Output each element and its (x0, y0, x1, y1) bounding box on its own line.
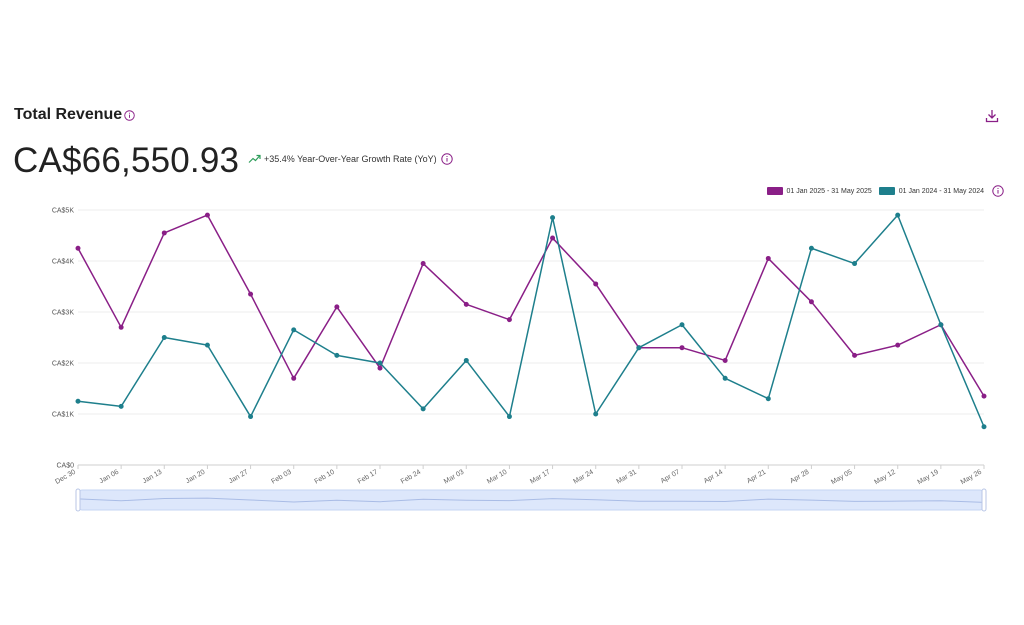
data-point (248, 414, 254, 420)
legend-item-2024[interactable]: 01 Jan 2024 - 31 May 2024 (878, 187, 984, 195)
line-chart[interactable]: CA$0 CA$1K CA$2K CA$3K CA$4K CA$5K Dec 30 Jan 0… (0, 200, 1024, 520)
data-point (808, 299, 814, 305)
navigator-handle-right[interactable] (981, 488, 987, 512)
data-point (636, 345, 642, 351)
data-point (981, 393, 987, 399)
download-button[interactable] (982, 106, 1002, 126)
info-icon[interactable] (124, 109, 135, 121)
total-revenue-value: CA$66,550.93 (13, 141, 240, 180)
data-point (550, 215, 556, 221)
data-point (722, 357, 728, 363)
y-tick-label: CA$0 (56, 463, 74, 470)
data-point (334, 352, 340, 358)
x-tick-label: Feb 10 (313, 469, 335, 486)
data-point (679, 322, 685, 328)
yoy-growth: +35.4% Year-Over-Year Growth Rate (YoY) (248, 153, 453, 165)
x-tick-label: May 26 (960, 469, 983, 487)
x-tick-label: Feb 17 (357, 469, 379, 486)
x-tick-label: Jan 13 (142, 469, 164, 486)
x-tick-label: Mar 17 (529, 469, 551, 486)
info-icon[interactable] (992, 185, 1004, 197)
x-tick-label: Jan 27 (228, 469, 250, 486)
y-tick-label: CA$1K (52, 412, 75, 419)
y-tick-label: CA$5K (52, 208, 75, 215)
series-line-1 (77, 214, 985, 428)
data-point (75, 398, 81, 404)
x-tick-label: Feb 24 (400, 469, 422, 486)
data-point (75, 245, 81, 251)
card-title: Total Revenue (14, 106, 123, 123)
data-point (248, 291, 254, 297)
x-tick-label: Apr 07 (660, 469, 681, 485)
data-point (118, 403, 124, 409)
data-point (420, 261, 426, 267)
x-tick-label: Apr 21 (746, 469, 767, 485)
data-point (161, 230, 167, 236)
x-tick-label: Apr 28 (789, 469, 810, 485)
info-icon[interactable] (440, 153, 453, 165)
title-row: Total Revenue (14, 106, 135, 124)
data-point (593, 281, 599, 287)
legend-item-2025[interactable]: 01 Jan 2025 - 31 May 2025 (766, 187, 872, 195)
data-point (938, 322, 944, 328)
data-point (463, 301, 469, 307)
data-point (593, 411, 599, 417)
data-point (550, 235, 556, 241)
data-point (765, 255, 771, 261)
data-point (808, 245, 814, 251)
navigator-series (77, 497, 985, 503)
data-point (377, 365, 383, 371)
series-line-0 (77, 214, 985, 397)
data-point (291, 327, 297, 333)
data-point (852, 352, 858, 358)
data-point (852, 261, 858, 267)
y-tick-label: CA$2K (52, 361, 75, 368)
x-tick-label: May 05 (830, 469, 853, 487)
data-point (765, 396, 771, 402)
x-tick-label: Jan 20 (185, 469, 207, 486)
data-point (895, 212, 901, 218)
data-point (334, 304, 340, 310)
data-point (981, 424, 987, 430)
data-point (204, 342, 210, 348)
x-tick-label: Apr 14 (703, 469, 724, 485)
legend-label: 01 Jan 2024 - 31 May 2024 (898, 187, 984, 195)
trend-up-icon (248, 154, 261, 163)
data-point (204, 212, 210, 218)
data-point (679, 345, 685, 351)
data-point (377, 360, 383, 366)
data-point (463, 357, 469, 363)
legend-swatch (766, 187, 783, 195)
legend-label: 01 Jan 2025 - 31 May 2025 (786, 187, 872, 195)
x-tick-label: Mar 10 (486, 469, 508, 486)
y-tick-label: CA$4K (52, 259, 75, 266)
data-point (118, 324, 124, 330)
download-icon (985, 110, 999, 123)
x-tick-label: Jan 06 (98, 469, 120, 486)
x-tick-label: Feb 03 (270, 469, 292, 486)
data-point (161, 335, 167, 340)
y-tick-label: CA$3K (52, 310, 75, 317)
data-point (895, 342, 901, 348)
yoy-text: +35.4% Year-Over-Year Growth Rate (YoY) (264, 154, 437, 164)
x-tick-label: Mar 03 (443, 469, 465, 486)
data-point (506, 414, 512, 420)
data-point (420, 406, 426, 412)
data-point (722, 375, 728, 381)
chart-legend: 01 Jan 2025 - 31 May 2025 01 Jan 2024 - … (760, 185, 1004, 197)
x-tick-label: Mar 24 (572, 469, 594, 486)
x-tick-label: Dec 30 (54, 469, 77, 486)
navigator-handle-left[interactable] (75, 488, 81, 512)
x-tick-label: May 12 (873, 469, 896, 487)
x-tick-label: May 19 (916, 469, 939, 487)
x-tick-label: Mar 31 (615, 469, 637, 486)
data-point (506, 317, 512, 323)
legend-swatch (878, 187, 895, 195)
data-point (291, 375, 297, 381)
